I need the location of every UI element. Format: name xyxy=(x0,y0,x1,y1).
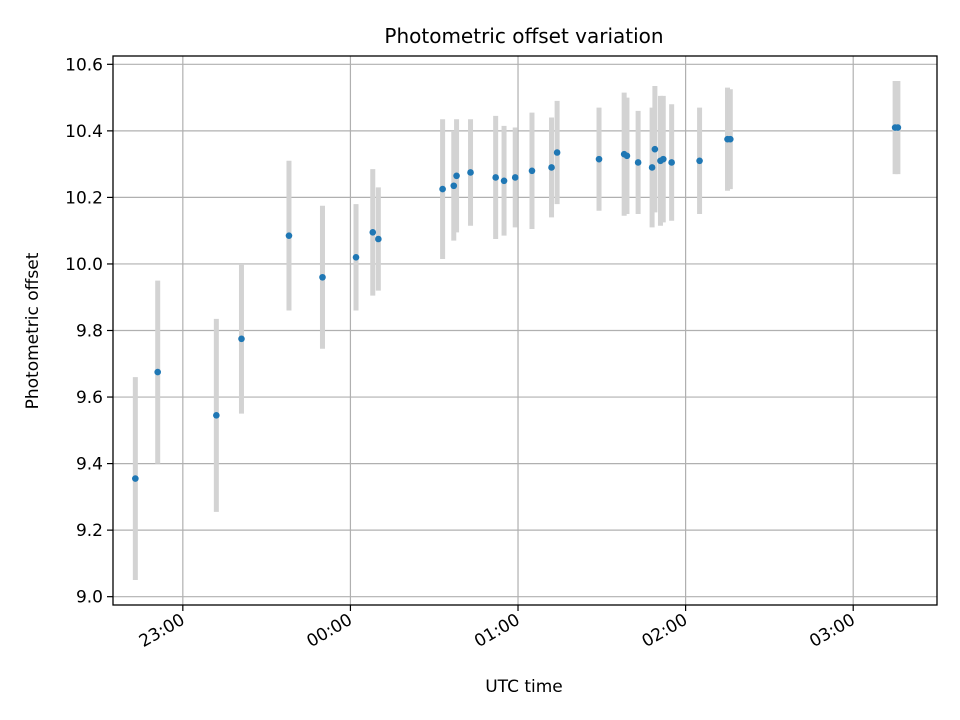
data-point xyxy=(500,177,508,185)
data-point xyxy=(467,169,474,176)
data-point xyxy=(369,229,377,236)
y-tick-label: 9.6 xyxy=(76,388,103,408)
data-point xyxy=(595,155,603,163)
data-point xyxy=(319,273,326,281)
data-point xyxy=(352,253,360,261)
data-point xyxy=(439,185,446,193)
data-point xyxy=(528,167,536,175)
data-point xyxy=(623,152,631,160)
data-point xyxy=(285,232,293,239)
data-points xyxy=(132,124,902,482)
y-tick-label: 10.2 xyxy=(65,188,103,208)
data-point xyxy=(511,174,519,181)
y-tick-label: 9.0 xyxy=(76,588,103,608)
data-point xyxy=(727,135,734,143)
y-tick-label: 9.8 xyxy=(76,322,103,342)
data-point xyxy=(696,157,703,165)
y-axis-label: Photometric offset xyxy=(23,252,43,409)
y-axis-ticks: 9.0 9.2 9.4 9.6 9.8 10.0 10.2 10.4 10.6 xyxy=(65,55,113,608)
data-point xyxy=(548,164,555,171)
data-point xyxy=(894,124,902,131)
data-point xyxy=(154,368,161,376)
data-point xyxy=(659,155,667,163)
data-point xyxy=(648,164,656,171)
data-point xyxy=(132,475,139,482)
x-axis-label: UTC time xyxy=(485,677,563,697)
y-tick-label: 10.4 xyxy=(65,122,103,142)
data-point xyxy=(651,145,659,153)
data-point xyxy=(553,149,561,156)
data-point xyxy=(453,172,460,180)
y-tick-label: 10.0 xyxy=(65,255,103,275)
data-point xyxy=(238,335,245,343)
data-point xyxy=(668,159,675,166)
data-point xyxy=(634,159,642,166)
data-point xyxy=(375,235,382,243)
y-tick-label: 10.6 xyxy=(65,55,103,75)
y-tick-label: 9.2 xyxy=(76,521,103,541)
grid xyxy=(113,56,937,605)
data-point xyxy=(492,174,499,181)
data-point xyxy=(213,412,220,419)
chart-title: Photometric offset variation xyxy=(384,24,663,48)
data-point xyxy=(450,182,458,190)
y-tick-label: 9.4 xyxy=(76,455,103,475)
